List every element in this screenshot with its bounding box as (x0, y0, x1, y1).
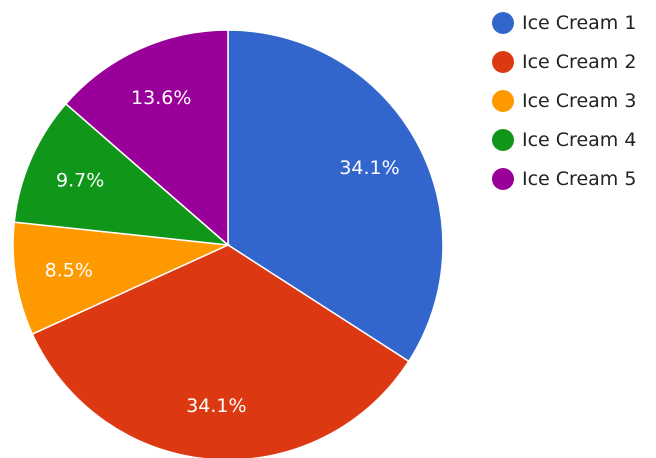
legend-label-5: Ice Cream 5 (522, 168, 636, 190)
pie-slices (12, 29, 444, 458)
slice-label-5: 13.6% (131, 87, 191, 109)
legend-swatch-3 (492, 90, 514, 112)
legend-label-2: Ice Cream 2 (522, 51, 636, 73)
slice-label-4: 9.7% (56, 170, 104, 192)
legend-label-4: Ice Cream 4 (522, 129, 636, 151)
pie-slice-2 (31, 244, 410, 458)
legend-label-1: Ice Cream 1 (522, 12, 636, 34)
legend-swatch-2 (492, 51, 514, 73)
pie-slice-5 (64, 29, 229, 247)
pie-slice-1 (227, 29, 444, 363)
pie-labels: 34.1% 34.1% 8.5% 9.7% 13.6% (45, 87, 400, 417)
pie-slice-3 (12, 221, 231, 336)
pie-slice-4 (13, 102, 231, 246)
legend-swatch-1 (492, 12, 514, 34)
slice-label-3: 8.5% (45, 260, 93, 282)
legend: Ice Cream 1 Ice Cream 2 Ice Cream 3 Ice Cre… (492, 12, 636, 190)
legend-swatch-5 (492, 168, 514, 190)
slice-label-2: 34.1% (186, 395, 246, 417)
legend-swatch-4 (492, 129, 514, 151)
legend-label-3: Ice Cream 3 (522, 90, 636, 112)
slice-label-1: 34.1% (339, 157, 399, 179)
